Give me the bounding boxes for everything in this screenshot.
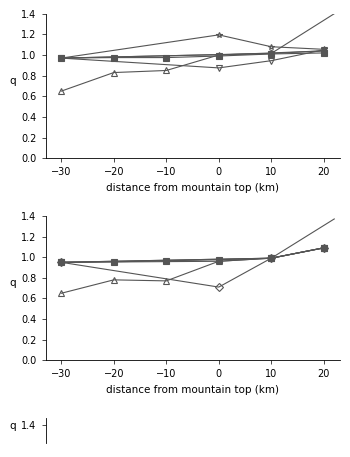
X-axis label: distance from mountain top (km): distance from mountain top (km): [106, 385, 279, 395]
X-axis label: distance from mountain top (km): distance from mountain top (km): [106, 183, 279, 193]
Y-axis label: q: q: [9, 278, 16, 288]
Y-axis label: q: q: [9, 76, 16, 86]
Y-axis label: q: q: [9, 420, 16, 430]
